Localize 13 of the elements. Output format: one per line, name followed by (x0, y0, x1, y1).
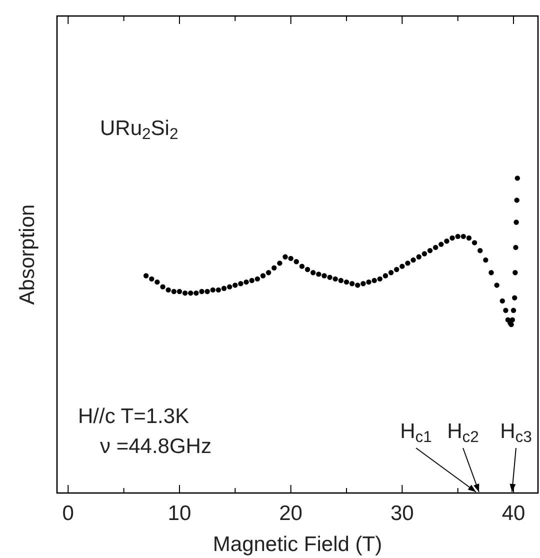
annotation: H//c T=1.3K (78, 405, 190, 428)
annotation: H$_{c2}$ (447, 420, 479, 446)
x-tick-label: 40 (502, 502, 526, 525)
x-tick-label: 30 (390, 502, 414, 525)
annotation: ν =44.8GHz (100, 435, 212, 458)
annotation: H$_{c1}$ (400, 420, 432, 446)
x-axis-title: Magnetic Field (T) (212, 533, 382, 556)
annotation: H$_{c3}$ (500, 420, 532, 446)
x-tick-label: 20 (279, 502, 302, 525)
text: URu$_{2}$Si$_{2}$ (100, 117, 178, 144)
x-tick-label: 10 (168, 502, 192, 525)
y-axis-title: Absorption (16, 204, 39, 305)
x-tick-label: 0 (62, 502, 74, 525)
